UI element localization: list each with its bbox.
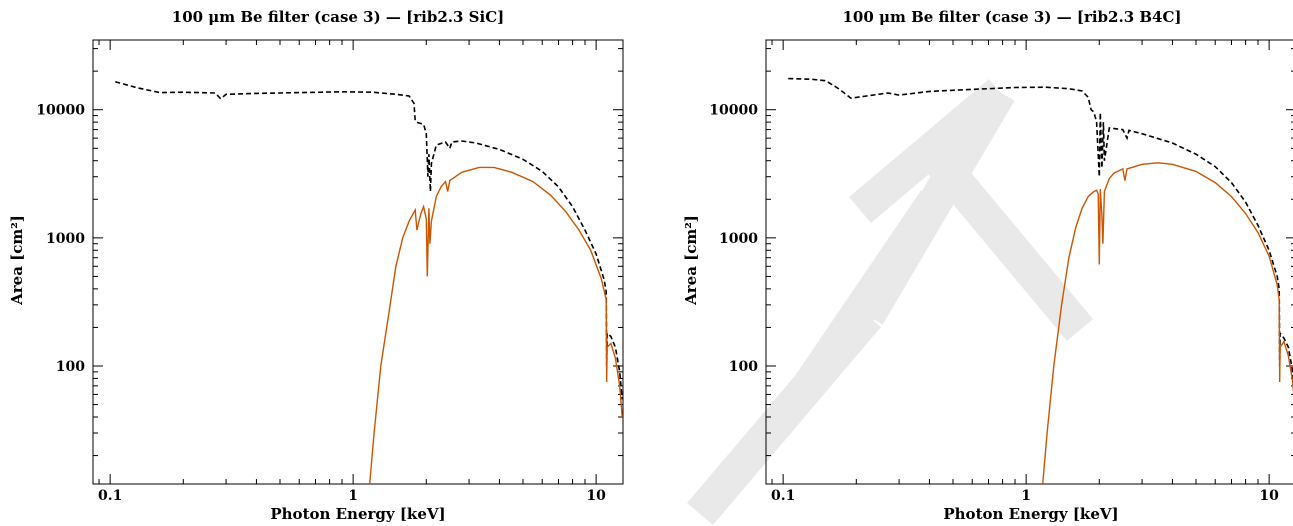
x-tick-label: 1 [348,488,358,504]
y-tick-label: 1000 [719,231,758,247]
y-tick-label: 10000 [36,103,85,119]
x-tick-label: 0.1 [98,488,122,504]
y-tick-label: 100 [729,359,758,375]
x-tick-label: 1 [1021,488,1031,504]
tick-labels: 0.1 1 10 100 1000 10000 [36,103,606,504]
series-group [788,77,1293,485]
y-tick-label: 10000 [709,103,758,119]
plot-frame [765,39,1293,485]
watermark-letter-t [849,79,1094,341]
tick-labels: 0.1 1 10 100 1000 10000 [709,103,1279,504]
y-axis-label: Area [cm²] [8,215,26,306]
y-tick-label: 1000 [46,231,85,247]
x-axis-label: Photon Energy [keV] [270,505,445,523]
axis-ticks [766,40,1293,484]
x-tick-label: 10 [1259,488,1279,504]
axis-ticks [93,40,623,484]
y-axis-label: Area [cm²] [682,215,700,306]
watermark [687,79,1094,525]
x-tick-label: 10 [586,488,606,504]
effective-area-curve [1042,162,1293,485]
chart-title: 100 μm Be filter (case 3) — [rib2.3 B4C] [842,8,1181,26]
chart-sic: 100 μm Be filter (case 3) — [rib2.3 SiC]… [8,8,624,523]
total-area-curve [788,77,1293,383]
y-tick-label: 100 [56,359,85,375]
total-area-curve [115,81,623,400]
chart-b4c: 100 μm Be filter (case 3) — [rib2.3 B4C]… [682,8,1293,523]
plot-frame [92,39,624,485]
x-tick-label: 0.1 [771,488,795,504]
x-axis-label: Photon Energy [keV] [943,505,1118,523]
chart-title: 100 μm Be filter (case 3) — [rib2.3 SiC] [172,8,504,26]
effective-area-curve [369,166,623,485]
series-group [115,81,623,485]
